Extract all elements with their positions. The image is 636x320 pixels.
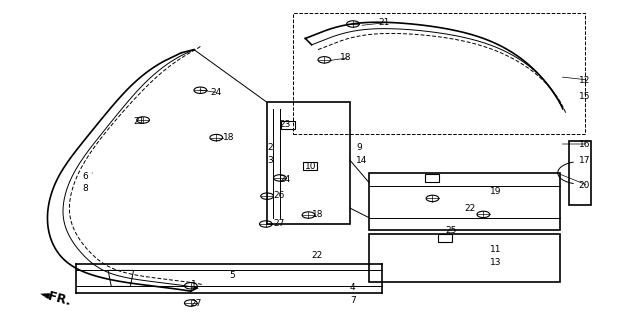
- Text: 16: 16: [579, 140, 590, 148]
- Text: 23: 23: [280, 120, 291, 129]
- Text: 26: 26: [273, 191, 285, 200]
- Text: 4: 4: [350, 284, 356, 292]
- Text: 10: 10: [305, 162, 317, 171]
- Text: 22: 22: [312, 252, 323, 260]
- Text: ◄FR.: ◄FR.: [38, 287, 73, 308]
- Text: 5: 5: [229, 271, 235, 280]
- Text: 8: 8: [83, 184, 88, 193]
- Text: 11: 11: [490, 245, 501, 254]
- Text: 7: 7: [350, 296, 356, 305]
- Text: 21: 21: [378, 18, 390, 27]
- Text: 18: 18: [312, 210, 323, 219]
- Bar: [369, 234, 560, 282]
- Bar: [438, 234, 452, 243]
- Bar: [281, 122, 295, 130]
- Text: 25: 25: [445, 226, 457, 235]
- Text: 6: 6: [83, 172, 88, 180]
- Text: 21: 21: [134, 117, 145, 126]
- Bar: [293, 13, 585, 134]
- Text: 2: 2: [267, 143, 273, 152]
- Text: 15: 15: [579, 92, 590, 100]
- Text: 20: 20: [579, 181, 590, 190]
- Text: 27: 27: [273, 220, 285, 228]
- Text: 24: 24: [280, 175, 291, 184]
- Text: 27: 27: [191, 300, 202, 308]
- Text: 19: 19: [490, 188, 501, 196]
- Bar: [303, 163, 317, 171]
- Text: 24: 24: [210, 88, 221, 97]
- Text: 1: 1: [191, 280, 197, 289]
- Bar: [369, 173, 560, 230]
- Bar: [425, 173, 439, 182]
- Text: 14: 14: [356, 156, 368, 164]
- Text: 17: 17: [579, 156, 590, 164]
- Text: 12: 12: [579, 76, 590, 84]
- Text: 18: 18: [340, 53, 352, 62]
- Text: 13: 13: [490, 258, 501, 267]
- Text: 9: 9: [356, 143, 362, 152]
- Text: 3: 3: [267, 156, 273, 164]
- Text: 18: 18: [223, 133, 234, 142]
- Text: 22: 22: [464, 204, 476, 212]
